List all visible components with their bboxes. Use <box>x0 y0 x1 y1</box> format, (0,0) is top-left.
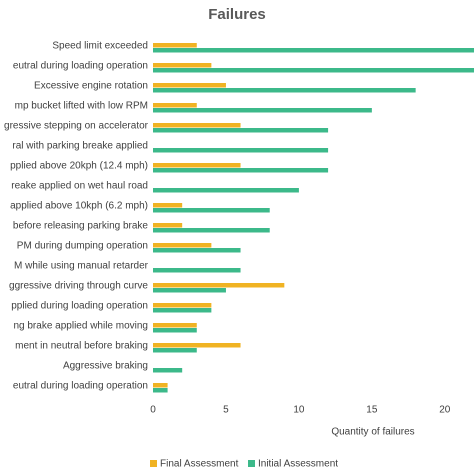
x-axis-title: Quantity of failures <box>331 427 414 438</box>
bar <box>153 188 299 193</box>
bar <box>153 228 270 233</box>
y-tick-label: reake applied on wet haul road <box>11 181 148 192</box>
y-tick-label: ggressive driving through curve <box>9 281 148 292</box>
bar <box>153 243 212 248</box>
y-tick-label: ment in neutral before braking <box>15 341 148 352</box>
bar <box>153 68 474 73</box>
legend-label: Initial Assessment <box>258 459 338 470</box>
y-tick-label: Speed limit exceeded <box>52 41 148 52</box>
x-tick-label: 0 <box>150 405 156 416</box>
bar <box>153 383 168 388</box>
bar <box>153 308 212 313</box>
bar <box>153 108 372 113</box>
bar <box>153 208 270 213</box>
chart-title: Failures <box>208 6 266 23</box>
bar <box>153 88 416 93</box>
bar <box>153 368 183 373</box>
bar <box>153 303 212 308</box>
y-tick-label: PM during dumping operation <box>17 241 148 252</box>
bar <box>153 103 197 108</box>
bar <box>153 128 329 133</box>
y-tick-label: mp bucket lifted with low RPM <box>15 101 148 112</box>
bar <box>153 323 197 328</box>
y-tick-label: eutral during loading operation <box>13 61 148 72</box>
legend-swatch <box>248 460 255 467</box>
y-tick-label: eutral during loading operation <box>13 381 148 392</box>
x-tick-label: 5 <box>223 405 229 416</box>
bar <box>153 203 183 208</box>
y-tick-label: pplied above 20kph (12.4 mph) <box>10 161 148 172</box>
y-tick-label: gressive stepping on accelerator <box>4 121 149 132</box>
y-tick-label: M while using manual retarder <box>14 261 149 272</box>
bar <box>153 388 168 393</box>
bar <box>153 348 197 353</box>
y-tick-label: pplied during loading operation <box>11 301 148 312</box>
bar <box>153 163 241 168</box>
bar <box>153 283 285 288</box>
bar <box>153 223 183 228</box>
bar <box>153 123 241 128</box>
bar <box>153 48 474 53</box>
bar <box>153 343 241 348</box>
bar <box>153 83 226 88</box>
bar <box>153 248 241 253</box>
y-tick-label: ng brake applied while moving <box>13 321 148 332</box>
y-tick-label: before releasing parking brake <box>13 221 149 232</box>
bar <box>153 168 329 173</box>
y-tick-label: ral with parking breake applied <box>12 141 148 152</box>
legend-label: Final Assessment <box>160 459 239 470</box>
bar <box>153 288 226 293</box>
x-tick-label: 20 <box>439 405 451 416</box>
y-tick-label: Excessive engine rotation <box>34 81 148 92</box>
bar <box>153 268 241 273</box>
x-tick-label: 15 <box>366 405 378 416</box>
bar <box>153 328 197 333</box>
y-tick-label: applied above 10kph (6.2 mph) <box>10 201 148 212</box>
x-tick-label: 10 <box>293 405 305 416</box>
bar <box>153 43 197 48</box>
y-tick-label: Aggressive braking <box>63 361 148 372</box>
bar <box>153 148 329 153</box>
bar <box>153 63 212 68</box>
legend-swatch <box>150 460 157 467</box>
